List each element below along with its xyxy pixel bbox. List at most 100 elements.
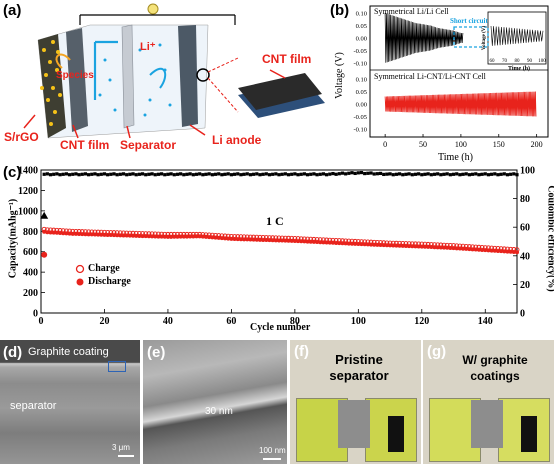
discharge-point (302, 239, 307, 244)
ce-point (220, 173, 224, 177)
separator-label: Separator (120, 138, 177, 152)
ce-point (429, 173, 433, 177)
c-ytick-label: 1400 (18, 166, 38, 177)
ce-point (188, 172, 192, 176)
ce-point (261, 172, 265, 176)
ce-point (52, 172, 56, 176)
panel-label-d: (d) (3, 344, 23, 361)
ce-point (305, 173, 310, 177)
discharge-point (92, 232, 97, 237)
discharge-point (410, 244, 415, 249)
discharge-point (280, 238, 285, 243)
discharge-point (461, 246, 466, 251)
discharge-point (96, 232, 101, 237)
ce-point (102, 172, 107, 176)
caption-f-line1: Pristine (335, 352, 383, 367)
legend-charge-marker (75, 264, 85, 274)
b-inset-xtick-label: 90 (527, 59, 533, 64)
discharge-point (445, 245, 450, 250)
ce-point (61, 172, 65, 176)
li-ion-label: Li⁺ (140, 41, 156, 53)
c-y2label: Coulombic efficiency(%) (545, 185, 554, 292)
ce-point (242, 172, 246, 176)
schematic-a (23, 3, 325, 139)
c-ytick-label: 0 (33, 309, 38, 320)
ce-point (236, 172, 240, 176)
discharge-point (483, 248, 488, 253)
ce-point (321, 172, 326, 176)
discharge-point (308, 239, 313, 244)
c-xlabel: Cycle number (250, 322, 311, 333)
discharge-point (375, 242, 380, 247)
ce-point (204, 172, 208, 176)
discharge-point (419, 244, 424, 249)
ce-point (232, 172, 237, 176)
discharge-point (388, 243, 393, 248)
discharge-point (115, 233, 120, 238)
discharge-point (502, 249, 507, 254)
ce-point (337, 172, 341, 176)
b-ytick-label-top: 0.05 (356, 23, 367, 30)
li-cnt-trace (384, 91, 537, 117)
rate-annotation: 1 C (266, 214, 284, 228)
caption-g-line1: W/ graphite (462, 353, 528, 367)
b-ytick-label-bottom: 0.10 (356, 77, 367, 84)
c-y2tick-label: 60 (520, 223, 530, 234)
plot-frame-b (369, 5, 549, 138)
ce-point (499, 172, 503, 176)
discharge-point (188, 234, 193, 239)
b-ytick-label-top: 0.00 (356, 36, 367, 43)
laminate-top (238, 73, 322, 110)
ce-point (359, 170, 364, 175)
ce-point (309, 172, 313, 176)
short-circuit-box (453, 26, 489, 48)
separator-layer-label: separator (10, 400, 57, 412)
clamp-g (471, 400, 503, 448)
discharge-point (346, 241, 351, 246)
discharge-point (83, 232, 88, 237)
caption-f-line2: separator (329, 368, 389, 383)
c-ytick-label: 400 (23, 268, 38, 279)
legend-charge-label: Charge (88, 263, 120, 274)
discharge-point (207, 235, 212, 240)
discharge-point (146, 234, 151, 239)
ce-point (191, 173, 195, 177)
cnt-film-bottom-label: CNT film (60, 138, 110, 152)
ce-point (302, 172, 306, 176)
ce-point (134, 173, 138, 177)
ce-point (166, 172, 170, 176)
scale-bar-d (118, 455, 134, 457)
panel-label-a: (a) (3, 2, 22, 19)
discharge-point (251, 237, 256, 242)
c-xtick-label: 60 (226, 316, 236, 327)
discharge-point (102, 232, 107, 237)
ce-point (470, 172, 475, 176)
discharge-point (457, 246, 462, 251)
discharge-point (232, 237, 237, 242)
ce-point (144, 173, 148, 177)
discharge-point (407, 244, 412, 249)
discharge-point (505, 249, 510, 254)
ce-point (182, 173, 186, 177)
ce-point (267, 173, 272, 177)
ce-point (496, 173, 500, 177)
ce-point (255, 172, 259, 176)
electrode-g (521, 416, 537, 452)
ce-point (483, 172, 487, 176)
panel-label-g: (g) (427, 343, 447, 360)
ce-point (334, 172, 338, 176)
discharge-point (267, 238, 272, 243)
ce-point (417, 172, 421, 176)
discharge-point (296, 239, 301, 244)
ce-point (179, 172, 183, 176)
ce-point (112, 172, 116, 176)
ce-point (375, 172, 379, 176)
discharge-point (476, 247, 481, 252)
discharge-point (451, 246, 456, 251)
discharge-point (464, 246, 469, 251)
discharge-point (435, 245, 440, 250)
ce-point (96, 173, 100, 177)
discharge-point (515, 250, 519, 255)
discharge-point (111, 233, 116, 238)
b-xlabel: Time (h) (438, 152, 473, 163)
